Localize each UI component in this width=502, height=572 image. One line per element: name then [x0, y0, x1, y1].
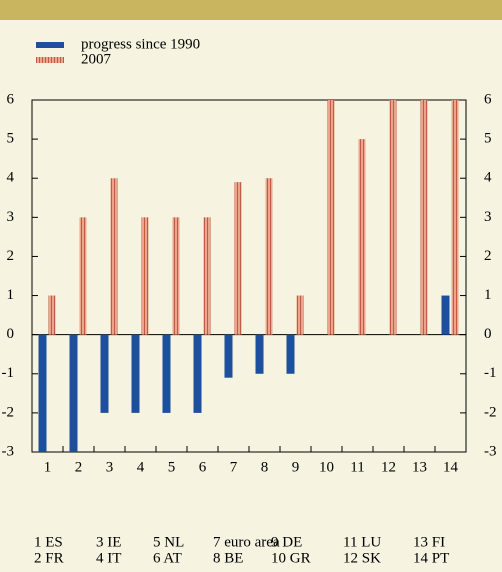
bar — [172, 217, 180, 335]
bar — [162, 334, 171, 413]
bar — [255, 334, 264, 374]
bar — [327, 100, 335, 335]
bar — [441, 295, 450, 335]
y2-tick-label: -2 — [484, 404, 497, 420]
bar — [451, 100, 459, 335]
key-entry: 2 FR — [34, 550, 64, 566]
bar — [296, 295, 304, 335]
y-tick-label: -3 — [2, 443, 15, 459]
bar — [224, 334, 233, 378]
y2-tick-label: 4 — [484, 170, 492, 186]
bar — [100, 334, 109, 413]
legend-label: progress since 1990 — [81, 36, 200, 52]
y-tick-label: 1 — [7, 287, 15, 303]
bar — [79, 217, 87, 335]
bar — [38, 334, 47, 452]
y2-tick-label: 1 — [484, 287, 492, 303]
key-entry: 13 FI — [413, 534, 445, 550]
x-tick-label: 2 — [75, 459, 83, 475]
y2-tick-label: 2 — [484, 248, 492, 264]
x-tick-label: 9 — [292, 459, 300, 475]
x-tick-label: 12 — [381, 459, 396, 475]
y2-tick-label: -1 — [484, 365, 497, 381]
y2-tick-label: -3 — [484, 443, 497, 459]
plot-frame — [31, 99, 467, 453]
bar — [48, 295, 56, 335]
bar — [265, 178, 273, 335]
y2-tick-label: 5 — [484, 131, 492, 147]
key-entry: 14 PT — [413, 550, 449, 566]
bar — [69, 334, 78, 452]
bar — [286, 334, 295, 374]
key-entry: 8 BE — [213, 550, 243, 566]
key-entry: 4 IT — [96, 550, 121, 566]
y-tick-label: 2 — [7, 248, 15, 264]
header-band — [0, 0, 502, 20]
key-entry: 11 LU — [343, 534, 381, 550]
x-tick-label: 5 — [168, 459, 176, 475]
bar — [203, 217, 211, 335]
x-tick-label: 1 — [44, 459, 52, 475]
bar — [420, 100, 428, 335]
x-tick-label: 8 — [261, 459, 269, 475]
y-tick-label: 4 — [7, 170, 15, 186]
key-entry: 1 ES — [34, 534, 63, 550]
bar — [389, 100, 397, 335]
x-tick-label: 6 — [199, 459, 207, 475]
y2-tick-label: 6 — [484, 91, 492, 107]
key-entry: 7 euro area — [213, 534, 280, 550]
x-tick-label: 7 — [230, 459, 238, 475]
key-entry: 12 SK — [343, 550, 381, 566]
bar — [141, 217, 149, 335]
y2-tick-label: 0 — [484, 326, 492, 342]
key-entry: 6 AT — [153, 550, 182, 566]
bar — [110, 178, 118, 335]
key-entry: 9 DE — [271, 534, 302, 550]
bar — [358, 139, 366, 335]
x-tick-label: 10 — [319, 459, 334, 475]
bar — [193, 334, 202, 413]
x-tick-label: 14 — [443, 459, 459, 475]
y-tick-label: 6 — [7, 91, 15, 107]
legend-label: 2007 — [81, 51, 112, 67]
y-tick-label: 3 — [7, 209, 15, 225]
x-tick-label: 3 — [106, 459, 114, 475]
y2-tick-label: 3 — [484, 209, 492, 225]
legend-swatch — [36, 42, 64, 48]
bar — [131, 334, 140, 413]
y-tick-label: -2 — [2, 404, 15, 420]
legend-swatch — [36, 57, 64, 63]
x-tick-label: 13 — [412, 459, 427, 475]
key-entry: 10 GR — [271, 550, 311, 566]
key-entry: 5 NL — [153, 534, 184, 550]
y-tick-label: -1 — [2, 365, 15, 381]
y-tick-label: 5 — [7, 131, 15, 147]
key-entry: 3 IE — [96, 534, 121, 550]
x-tick-label: 11 — [350, 459, 364, 475]
bar — [234, 182, 242, 335]
x-tick-label: 4 — [137, 459, 145, 475]
y-tick-label: 0 — [7, 326, 15, 342]
